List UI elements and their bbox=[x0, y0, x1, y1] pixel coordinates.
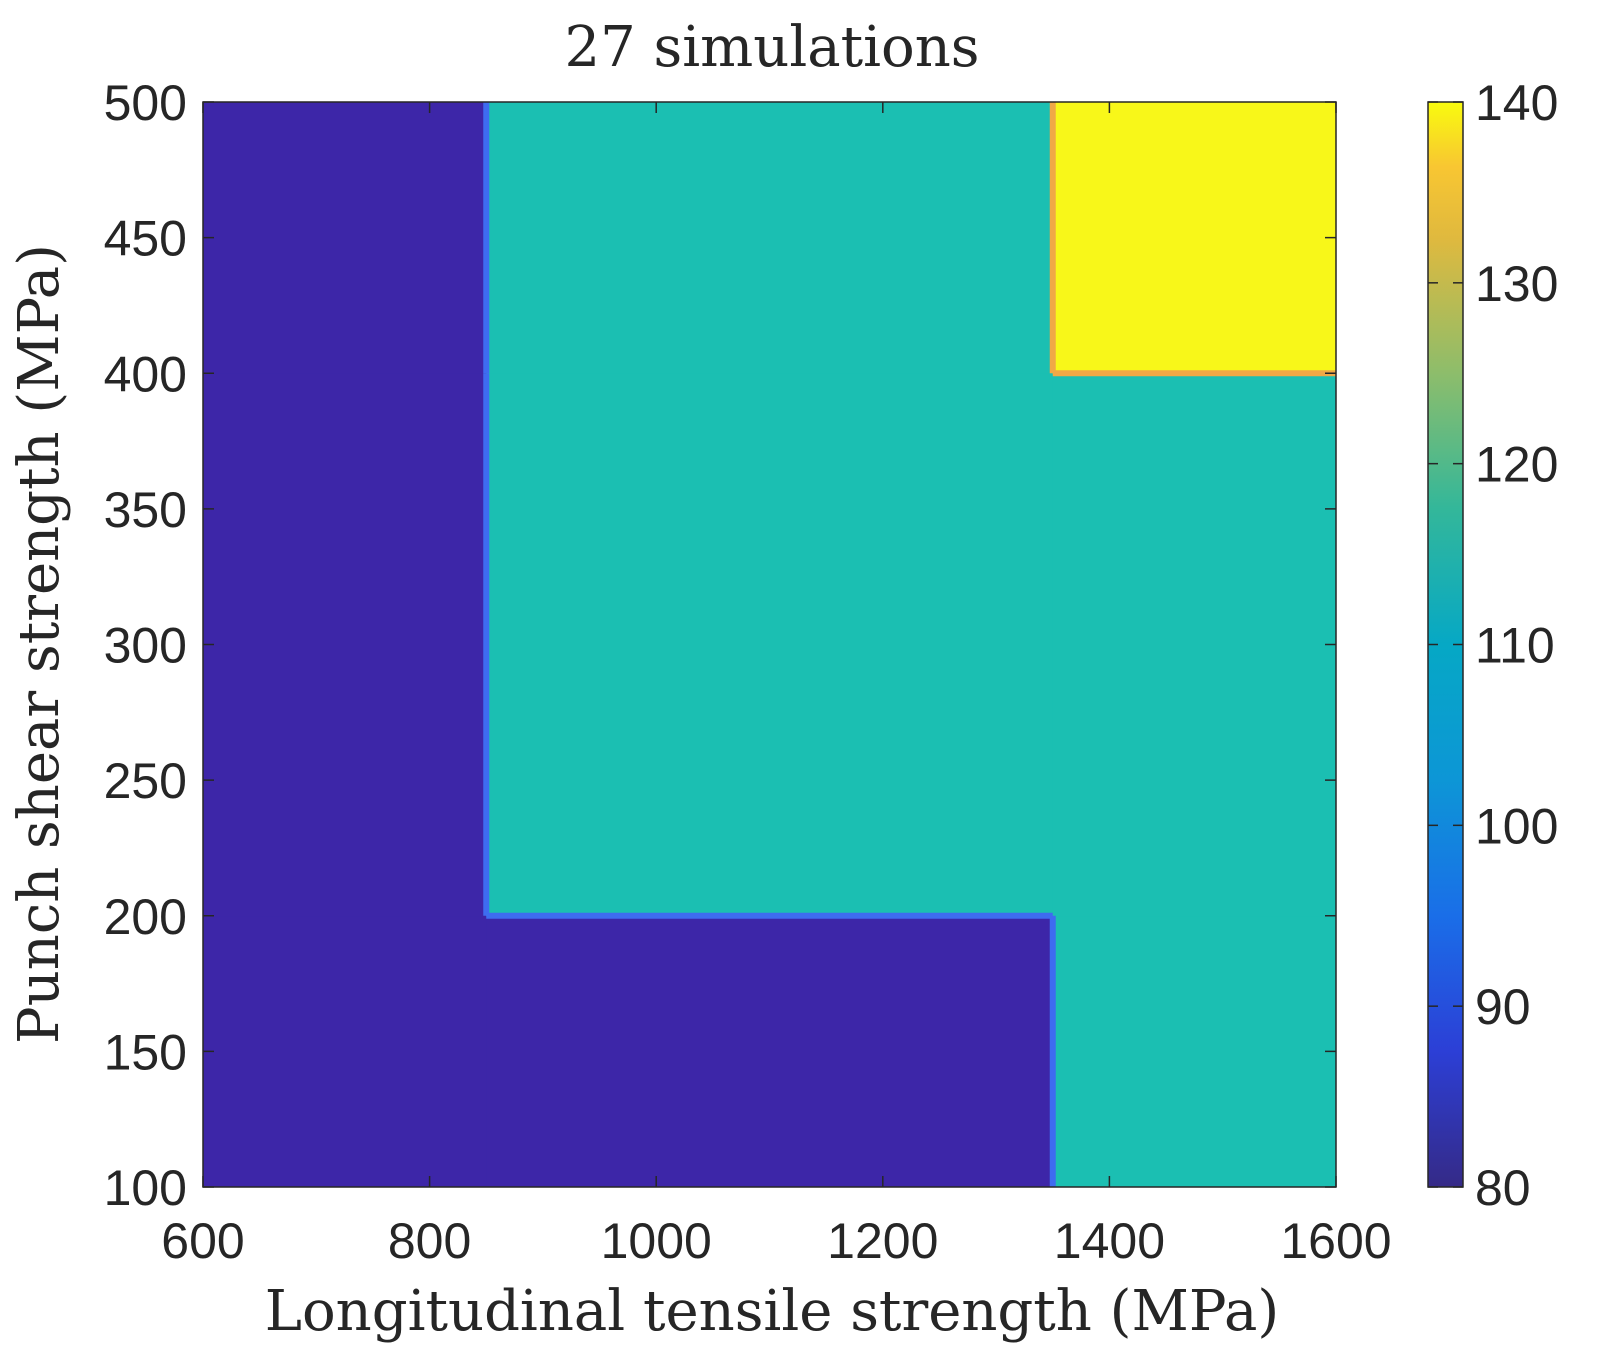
y-axis-label: Punch shear strength (MPa) bbox=[7, 244, 72, 1044]
colorbar-axis: 80 90 100 110 120 130 140 bbox=[1428, 75, 1558, 1216]
y-tick-label: 250 bbox=[104, 753, 187, 809]
y-tick-label: 200 bbox=[104, 889, 187, 945]
colorbar-tick-label: 80 bbox=[1475, 1160, 1531, 1216]
y-tick-label: 150 bbox=[104, 1024, 187, 1080]
colorbar-tick-label: 130 bbox=[1475, 256, 1558, 312]
x-axis: 600 800 1000 1200 1400 1600 bbox=[161, 102, 1392, 1269]
heatmap-cell bbox=[486, 915, 1054, 1188]
x-tick-label: 1600 bbox=[1280, 1213, 1391, 1269]
heatmap-cell bbox=[203, 915, 487, 1188]
heatmap-cell bbox=[1052, 373, 1337, 917]
y-tick-label: 500 bbox=[104, 75, 187, 131]
heatmap-cells bbox=[203, 102, 1337, 1188]
x-tick-label: 600 bbox=[161, 1213, 244, 1269]
x-tick-label: 1000 bbox=[601, 1213, 712, 1269]
heatmap-cell bbox=[486, 373, 1054, 917]
colorbar-tick-label: 140 bbox=[1475, 75, 1558, 131]
y-axis: 100 150 200 250 300 350 400 450 500 bbox=[104, 75, 1336, 1216]
colorbar-tick-label: 120 bbox=[1475, 437, 1558, 493]
x-tick-label: 800 bbox=[388, 1213, 471, 1269]
region-boundaries bbox=[483, 102, 1336, 1187]
x-axis-label: Longitudinal tensile strength (MPa) bbox=[265, 1279, 1279, 1344]
heatmap-cell bbox=[1052, 102, 1337, 374]
colorbar-tick-label: 110 bbox=[1475, 618, 1555, 674]
x-tick-label: 1200 bbox=[827, 1213, 938, 1269]
y-tick-label: 450 bbox=[104, 211, 187, 267]
heatmap-cell bbox=[203, 102, 487, 374]
chart-title: 27 simulations bbox=[564, 15, 979, 80]
y-tick-label: 300 bbox=[104, 618, 187, 674]
heatmap-cell bbox=[1052, 915, 1337, 1188]
y-tick-label: 100 bbox=[104, 1160, 187, 1216]
colorbar-tick-label: 100 bbox=[1475, 798, 1558, 854]
heatmap-cell bbox=[486, 102, 1054, 374]
heatmap-cell bbox=[203, 373, 487, 917]
y-tick-label: 350 bbox=[104, 482, 187, 538]
colorbar-tick-label: 90 bbox=[1475, 979, 1531, 1035]
x-tick-label: 1400 bbox=[1054, 1213, 1165, 1269]
y-tick-label: 400 bbox=[104, 346, 187, 402]
